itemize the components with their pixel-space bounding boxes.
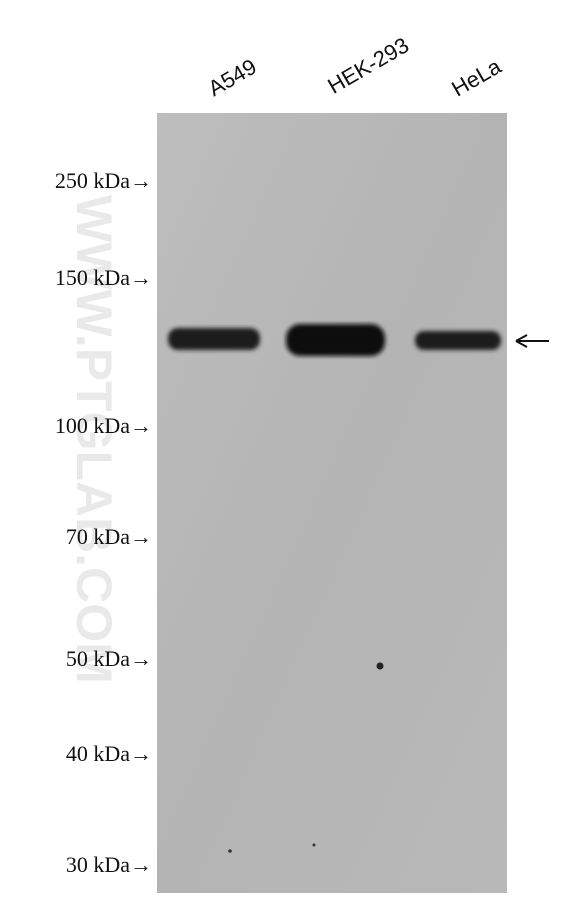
spot (376, 662, 384, 670)
lane-label: A549 (204, 54, 261, 101)
bands (168, 324, 501, 356)
lane-label: HEK-293 (323, 32, 413, 98)
band-arrow (515, 334, 549, 348)
marker-label: 150 kDa→ (55, 265, 152, 290)
spot (312, 843, 316, 847)
marker-label: 30 kDa→ (66, 852, 152, 877)
marker-label: 70 kDa→ (66, 524, 152, 549)
watermark: WWW.PTGLAB.COM (66, 195, 122, 684)
marker-label: 40 kDa→ (66, 741, 152, 766)
blot-membrane (157, 113, 507, 893)
lane-label: HeLa (447, 53, 506, 101)
spot (228, 849, 232, 853)
band (286, 324, 385, 356)
marker-label: 250 kDa→ (55, 168, 152, 193)
band (415, 331, 501, 350)
band (168, 328, 260, 350)
marker-label: 100 kDa→ (55, 413, 152, 438)
marker-label: 50 kDa→ (66, 646, 152, 671)
